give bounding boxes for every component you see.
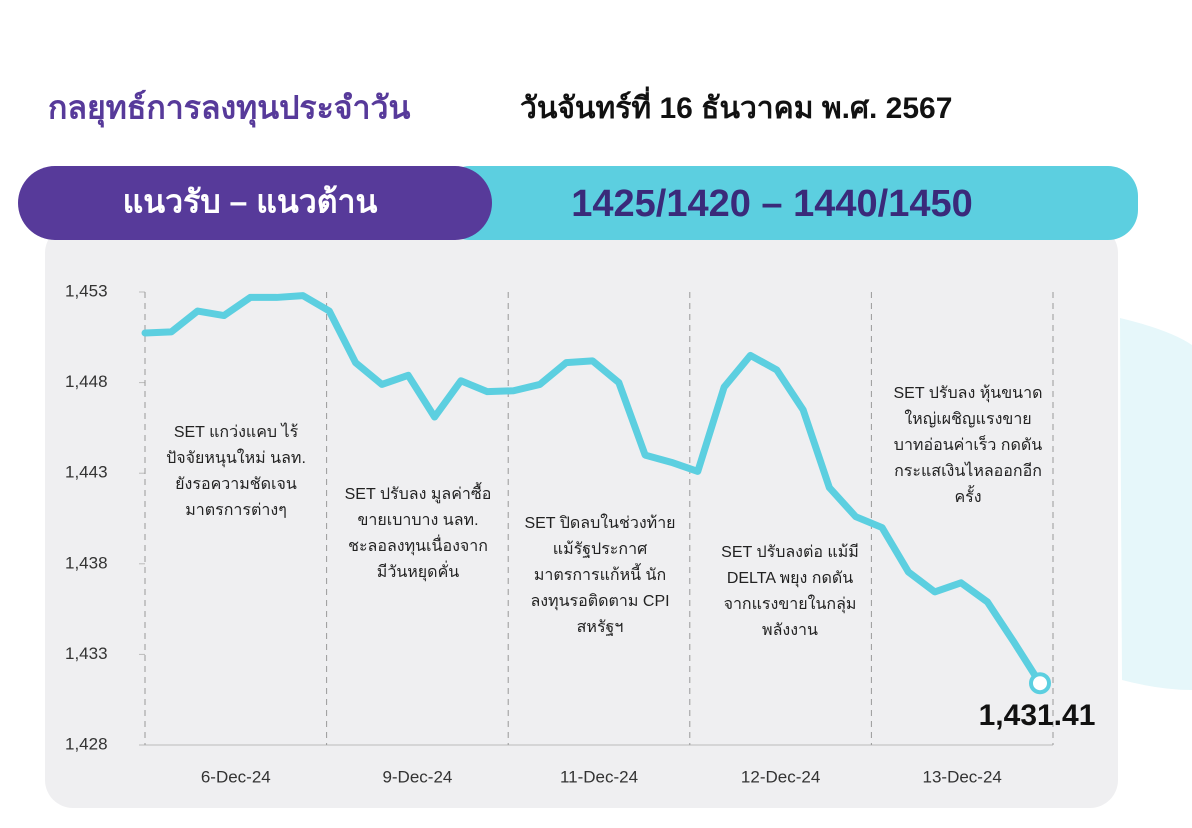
annotation: ลงทุนรอติดตาม CPI xyxy=(530,593,669,611)
banner-label-bg xyxy=(18,166,492,240)
annotation: มาตรการต่างๆ xyxy=(185,502,287,519)
banner-label: แนวรับ – แนวต้าน xyxy=(123,183,378,219)
x-tick-label: 9-Dec-24 xyxy=(382,767,452,786)
y-tick-label: 1,448 xyxy=(65,372,108,391)
annotation: จากแรงขายในกลุ่ม xyxy=(724,594,857,614)
chart-panel xyxy=(45,225,1118,808)
annotation: ใหญ่เผชิญแรงขาย xyxy=(904,409,1031,428)
y-tick-label: 1,428 xyxy=(65,734,108,753)
y-tick-label: 1,438 xyxy=(65,553,108,572)
x-tick-label: 6-Dec-24 xyxy=(201,767,271,786)
annotation: SET ปิดลบในช่วงท้าย xyxy=(524,513,675,532)
annotation: มีวันหยุดคั่น xyxy=(377,560,459,582)
last-value-label: 1,431.41 xyxy=(979,699,1096,732)
annotation: กระแสเงินไหลออกอีก xyxy=(894,461,1042,480)
annotation: บาทอ่อนค่าเร็ว กดดัน xyxy=(894,434,1042,454)
annotation: พลังงาน xyxy=(762,622,818,639)
annotation: SET แกว่งแคบ ไร้ xyxy=(174,422,299,441)
x-tick-label: 12-Dec-24 xyxy=(741,767,820,786)
annotation: ชะลอลงทุนเนื่องจาก xyxy=(348,534,488,556)
annotation: ยังรอความชัดเจน xyxy=(175,476,297,493)
title: กลยุทธ์การลงทุนประจำวัน xyxy=(48,89,410,128)
annotation: สหรัฐฯ xyxy=(577,619,624,636)
annotation: ขายเบาบาง นลท. xyxy=(357,512,478,529)
annotation: มาตรการแก้หนี้ นัก xyxy=(534,563,666,584)
x-tick-label: 13-Dec-24 xyxy=(923,767,1002,786)
annotation: ครั้ง xyxy=(954,485,981,506)
annotation: DELTA พยุง กดดัน xyxy=(727,570,853,588)
y-tick-label: 1,443 xyxy=(65,463,108,482)
line xyxy=(141,292,1044,687)
y-tick-label: 1,433 xyxy=(65,644,108,663)
annotation: แม้รัฐประกาศ xyxy=(553,540,647,558)
annotation: SET ปรับลง หุ้นขนาด xyxy=(894,384,1043,403)
last-point xyxy=(1029,672,1051,695)
annotation: SET ปรับลงต่อ แม้มี xyxy=(721,543,859,561)
y-tick-label: 1,453 xyxy=(65,281,108,300)
date: วันจันทร์ที่ 16 ธันวาคม พ.ศ. 2567 xyxy=(520,86,952,125)
annotation: SET ปรับลง มูลค่าซื้อ xyxy=(345,482,492,504)
x-tick-label: 11-Dec-24 xyxy=(560,767,638,786)
banner-value: 1425/1420 – 1440/1450 xyxy=(571,183,973,225)
decoration xyxy=(1120,318,1192,690)
annotation: ปัจจัยหนุนใหม่ นลท. xyxy=(166,448,306,468)
banner-value-bg xyxy=(440,166,1138,240)
